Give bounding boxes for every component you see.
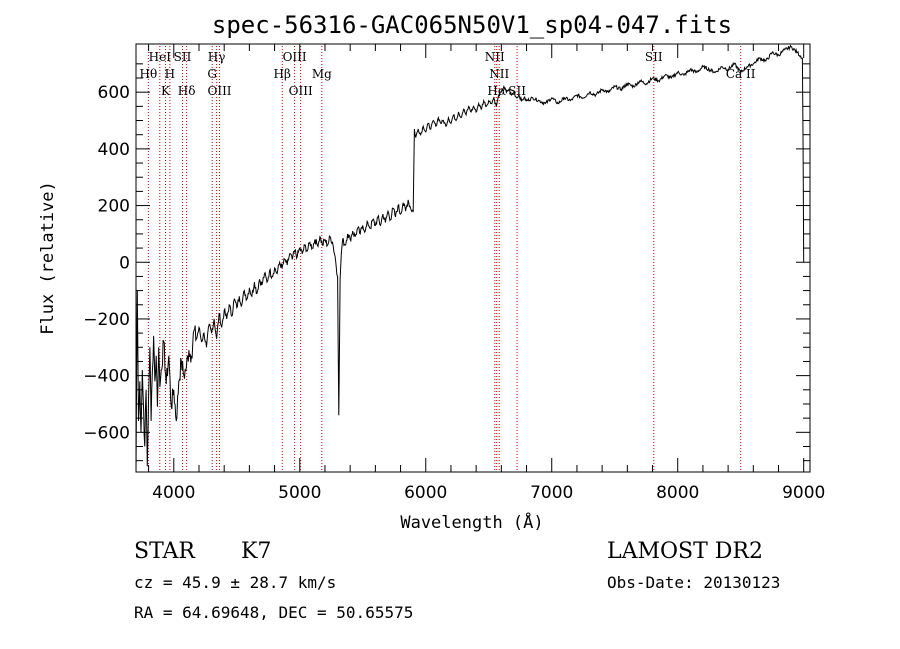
- y-axis-label: Flux (relative): [38, 181, 58, 335]
- axis-ticks: 4000 5000 6000 7000 8000 9000 −600 −400 −200 0 200…: [83, 44, 825, 503]
- y-tick-label: 200: [98, 197, 130, 217]
- spectral-line-label: G: [207, 67, 217, 81]
- spectral-line-label: OIII: [283, 50, 307, 64]
- spectral-line-label: Hδ: [178, 84, 196, 98]
- object-class: STAR: [134, 539, 195, 564]
- y-tick-label: 400: [98, 140, 130, 160]
- spectral-line-label: Hβ: [274, 67, 291, 81]
- spectral-line-label: K: [161, 84, 171, 98]
- spectral-line-label: NII: [485, 50, 505, 64]
- spectral-line-label: SII: [508, 84, 526, 98]
- x-tick-label: 6000: [404, 483, 447, 503]
- spectral-line-label: Hα: [487, 84, 506, 98]
- x-tick-label: 5000: [278, 483, 321, 503]
- spectrum-chart: spec-56316-GAC065N50V1_sp04-047.fits Hθ H…: [38, 11, 825, 533]
- x-tick-label: 4000: [152, 483, 195, 503]
- y-tick-label: −200: [83, 310, 130, 330]
- survey-name: LAMOST DR2: [607, 539, 763, 564]
- spectral-line-label: HeI: [149, 50, 172, 64]
- y-tick-label: −400: [83, 367, 130, 387]
- y-tick-label: 0: [119, 253, 130, 273]
- y-tick-label: −600: [83, 423, 130, 443]
- spectral-line-label: H: [165, 67, 175, 81]
- observation-date: Obs-Date: 20130123: [607, 573, 781, 592]
- spectral-line-markers: [147, 46, 742, 472]
- spectral-line-label: Ca II: [726, 67, 756, 81]
- plot-frame: [135, 43, 811, 473]
- sky-coordinates: RA = 64.69648, DEC = 50.65575: [134, 603, 414, 622]
- redshift-velocity: cz = 45.9 ± 28.7 km/s: [134, 573, 337, 592]
- y-tick-label: 600: [98, 83, 130, 103]
- spectral-line-label: Hθ: [139, 67, 157, 81]
- x-tick-label: 8000: [656, 483, 699, 503]
- spectrum-line: [135, 44, 805, 473]
- spectral-line-label: OIII: [207, 84, 231, 98]
- spectral-line-label: SII: [645, 50, 663, 64]
- spectral-line-label: SII: [174, 50, 192, 64]
- spectral-line-label: Hγ: [208, 50, 226, 64]
- x-axis-label: Wavelength (Å): [400, 511, 543, 533]
- spectral-line-label: NII: [489, 67, 509, 81]
- spectral-line-label: OIII: [289, 84, 313, 98]
- spectral-line-label: Mg: [312, 67, 332, 81]
- object-subclass: K7: [241, 539, 272, 564]
- chart-title: spec-56316-GAC065N50V1_sp04-047.fits: [212, 11, 732, 39]
- x-tick-label: 7000: [530, 483, 573, 503]
- x-tick-label: 9000: [782, 483, 825, 503]
